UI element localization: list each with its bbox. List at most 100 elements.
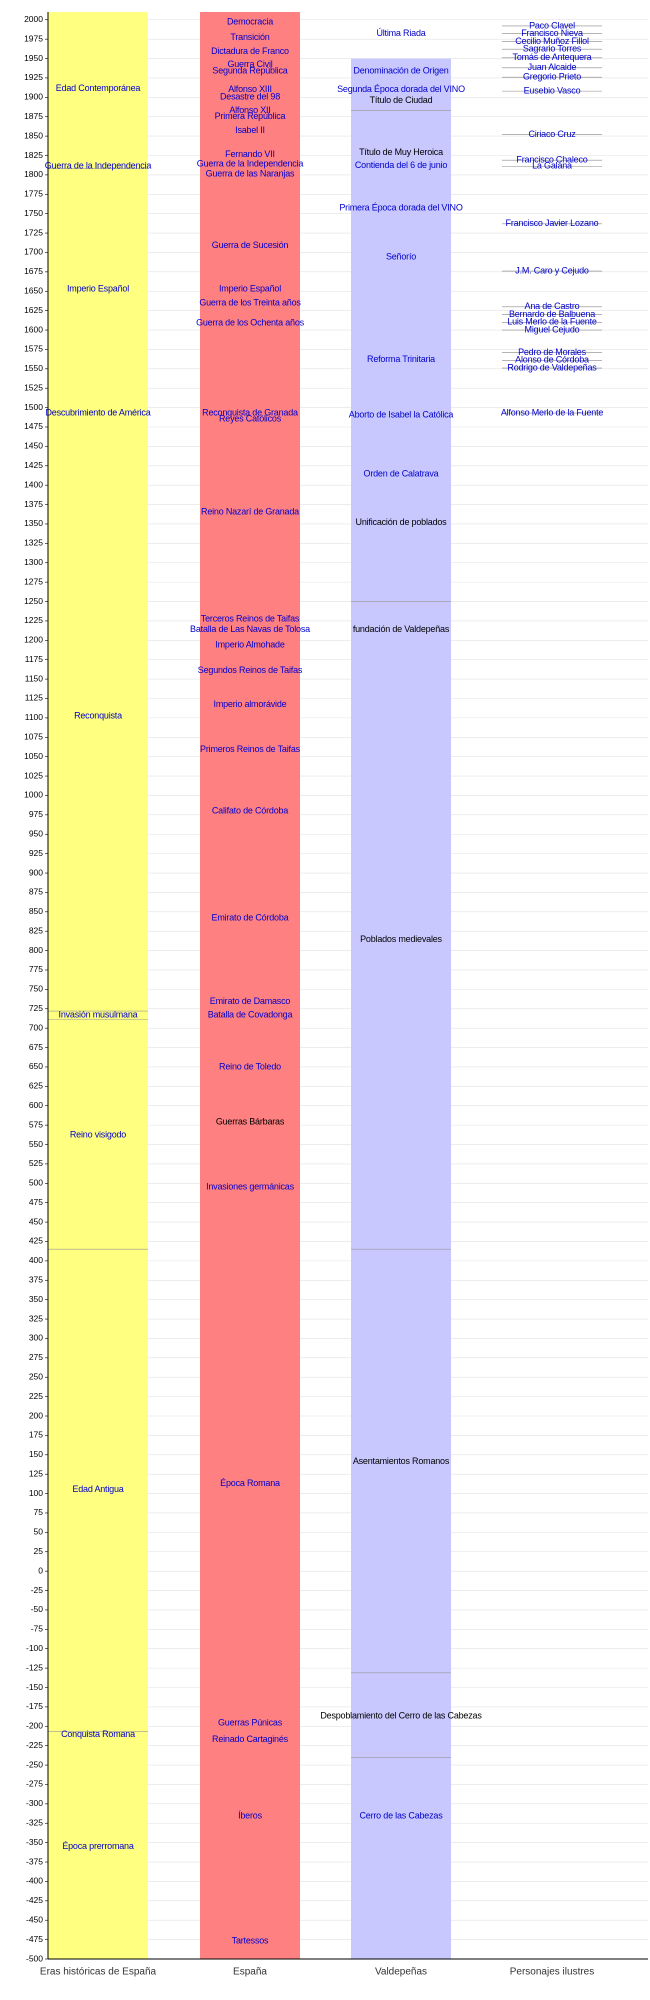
item-label: Guerras Púnicas — [218, 1718, 283, 1728]
item-label: Emirato de Córdoba — [212, 912, 289, 922]
y-tick-label: 425 — [29, 1236, 43, 1246]
y-tick-label: 1875 — [24, 111, 43, 121]
y-tick-label: 1600 — [24, 324, 43, 334]
y-tick-label: 350 — [29, 1294, 43, 1304]
item-label: Guerra de la Independencia — [197, 158, 304, 168]
y-tick-label: 50 — [34, 1527, 44, 1537]
item-label: Gregorio Prieto — [523, 72, 581, 82]
item-label: Bernardo de Balbuena — [509, 309, 595, 319]
item-label: Denominación de Origen — [353, 65, 448, 75]
y-tick-label: -375 — [26, 1856, 43, 1866]
y-tick-label: 1100 — [25, 712, 44, 722]
y-tick-label: 875 — [29, 887, 43, 897]
y-tick-label: -425 — [26, 1895, 43, 1905]
item-label: La Galana — [532, 161, 572, 171]
y-tick-label: 0 — [38, 1565, 43, 1575]
y-tick-label: -175 — [26, 1701, 43, 1711]
y-tick-label: 1325 — [24, 538, 43, 548]
y-tick-label: 950 — [29, 828, 43, 838]
item-label: Alfonso XII — [229, 105, 270, 115]
item-label: Título de Muy Heroica — [359, 147, 443, 157]
item-label: Francisco Chaleco — [516, 155, 587, 165]
item-label: Reconquista — [74, 711, 122, 721]
column-label: España — [233, 1967, 267, 1978]
y-tick-label: 1700 — [24, 247, 43, 257]
y-tick-label: 1050 — [24, 751, 43, 761]
y-tick-label: -500 — [26, 1953, 43, 1963]
y-tick-label: 1575 — [24, 344, 43, 354]
y-tick-label: 725 — [29, 1003, 43, 1013]
item-label: Reyes Católicos — [219, 414, 282, 424]
item-label: Edad Contemporánea — [56, 83, 141, 93]
item-label: Descubrimiento de América — [45, 407, 150, 417]
y-tick-label: -100 — [26, 1643, 43, 1653]
item-label: Imperio Almohade — [215, 639, 285, 649]
y-tick-label: 1950 — [24, 53, 43, 63]
item-label: Aborto de Isabel la Católica — [349, 410, 454, 420]
y-tick-label: 850 — [29, 906, 43, 916]
item-label: Eusebio Vasco — [524, 85, 581, 95]
y-tick-label: -350 — [26, 1837, 43, 1847]
y-tick-label: 1800 — [24, 169, 43, 179]
y-tick-label: 1025 — [24, 770, 43, 780]
item-label: Batalla de Las Navas de Tolosa — [190, 624, 310, 634]
y-tick-label: 1275 — [24, 576, 43, 586]
y-tick-label: -325 — [26, 1818, 43, 1828]
y-tick-label: 1975 — [24, 33, 43, 43]
y-tick-label: 500 — [29, 1178, 43, 1188]
y-tick-label: 1250 — [24, 596, 43, 606]
item-label: Califato de Córdoba — [212, 805, 288, 815]
y-tick-label: 825 — [29, 925, 43, 935]
y-tick-label: 575 — [29, 1119, 43, 1129]
y-tick-label: 1150 — [25, 673, 44, 683]
item-label: Imperio Español — [219, 283, 281, 293]
y-tick-label: 1300 — [24, 557, 43, 567]
y-tick-label: 1000 — [24, 790, 43, 800]
item-label: Reinado Cartaginés — [212, 1734, 289, 1744]
item-label: Cerro de las Cabezas — [359, 1811, 443, 1821]
item-label: Conquista Romana — [61, 1729, 135, 1739]
item-label: Alfonso Merlo de la Fuente — [501, 407, 604, 417]
y-tick-label: 1075 — [24, 732, 43, 742]
y-tick-label: 1350 — [24, 518, 43, 528]
y-tick-label: 250 — [29, 1371, 43, 1381]
y-tick-label: 1850 — [24, 130, 43, 140]
item-label: Guerra de las Naranjas — [206, 168, 295, 178]
y-tick-label: 1375 — [24, 499, 43, 509]
y-tick-label: 225 — [29, 1391, 43, 1401]
item-label: Guerra de los Treinta años — [199, 297, 301, 307]
item-label: Señorío — [386, 251, 416, 261]
item-label: J.M. Caro y Cejudo — [515, 265, 589, 275]
y-tick-label: 650 — [29, 1061, 43, 1071]
item-label: Ana de Castro — [525, 301, 580, 311]
item-label: Francisco Nieva — [521, 28, 583, 38]
item-label: Alonso de Córdoba — [515, 355, 589, 365]
y-tick-label: -125 — [26, 1662, 43, 1672]
item-label: Democracia — [227, 16, 273, 26]
item-label: Título de Ciudad — [370, 95, 433, 105]
item-label: Primera República — [215, 111, 286, 121]
y-tick-label: 2000 — [24, 14, 43, 24]
item-label: Última Riada — [376, 28, 425, 38]
y-tick-label: 975 — [29, 809, 43, 819]
item-label: Transición — [230, 32, 269, 42]
item-label: Invasiones germánicas — [206, 1182, 295, 1192]
item-label: Reconquista de Granada — [202, 407, 298, 417]
item-label: Tartessos — [232, 1936, 269, 1946]
y-tick-label: 775 — [29, 964, 43, 974]
item-label: Alfonso XIII — [228, 84, 272, 94]
y-tick-label: 25 — [34, 1546, 44, 1556]
y-tick-label: 1225 — [24, 615, 43, 625]
y-tick-label: 1725 — [24, 227, 43, 237]
item-label: Íberos — [238, 1811, 263, 1821]
y-tick-label: -475 — [26, 1934, 43, 1944]
y-tick-label: -25 — [31, 1585, 44, 1595]
item-label: Asentamientos Romanos — [353, 1456, 450, 1466]
item-label: Imperio almorávide — [214, 699, 287, 709]
y-tick-label: 1200 — [24, 635, 43, 645]
item-label: Batalla de Covadonga — [208, 1009, 293, 1019]
y-tick-label: -400 — [26, 1876, 43, 1886]
item-label: Contienda del 6 de junio — [355, 160, 447, 170]
y-tick-label: -250 — [26, 1759, 43, 1769]
